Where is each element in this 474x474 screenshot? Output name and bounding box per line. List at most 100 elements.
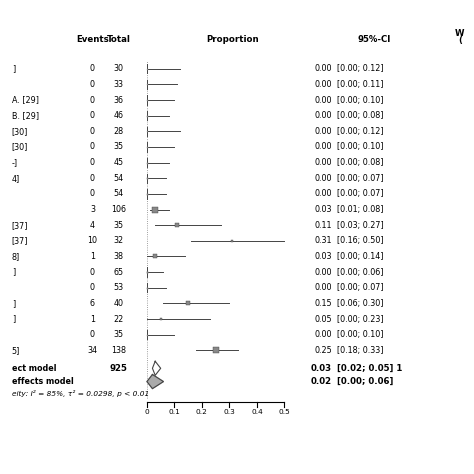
- Text: 106: 106: [111, 205, 126, 214]
- Text: [0.00; 0.10]: [0.00; 0.10]: [337, 96, 383, 104]
- Text: B. [29]: B. [29]: [12, 111, 39, 120]
- Text: 54: 54: [113, 190, 124, 198]
- Text: 0: 0: [90, 143, 95, 151]
- Text: 0.31: 0.31: [314, 237, 332, 245]
- Text: 8]: 8]: [12, 252, 20, 261]
- Text: 6: 6: [90, 299, 95, 308]
- Text: 0.25: 0.25: [314, 346, 332, 355]
- Text: 54: 54: [113, 174, 124, 182]
- Text: [37]: [37]: [12, 221, 28, 229]
- Text: 0.00: 0.00: [314, 127, 332, 136]
- Text: 0.00: 0.00: [314, 174, 332, 182]
- Text: ]: ]: [12, 64, 15, 73]
- Text: [0.16; 0.50]: [0.16; 0.50]: [337, 237, 383, 245]
- Text: -]: -]: [12, 158, 18, 167]
- Text: [0.01; 0.08]: [0.01; 0.08]: [337, 205, 383, 214]
- Text: ect model: ect model: [12, 364, 56, 373]
- Text: [0.00; 0.08]: [0.00; 0.08]: [337, 158, 383, 167]
- Text: 0: 0: [90, 190, 95, 198]
- Text: 34: 34: [87, 346, 98, 355]
- Polygon shape: [147, 374, 164, 389]
- Text: 30: 30: [113, 64, 124, 73]
- Text: 0.00: 0.00: [314, 143, 332, 151]
- Text: 3: 3: [90, 205, 95, 214]
- Text: 0.00: 0.00: [314, 158, 332, 167]
- Text: 0.03: 0.03: [314, 205, 332, 214]
- Text: W: W: [455, 29, 465, 38]
- Text: (: (: [458, 36, 462, 45]
- Text: 0.00: 0.00: [314, 111, 332, 120]
- Text: [0.00; 0.14]: [0.00; 0.14]: [337, 252, 383, 261]
- Text: 0.03: 0.03: [314, 252, 332, 261]
- Text: [0.00; 0.06]: [0.00; 0.06]: [337, 268, 383, 276]
- Text: 0.11: 0.11: [314, 221, 332, 229]
- Text: 65: 65: [113, 268, 124, 276]
- Text: 0.5: 0.5: [279, 409, 290, 415]
- Text: 0.00: 0.00: [314, 190, 332, 198]
- Text: ]: ]: [12, 299, 15, 308]
- Text: ]: ]: [12, 315, 15, 323]
- Text: 0: 0: [90, 96, 95, 104]
- Text: 0.4: 0.4: [251, 409, 263, 415]
- Text: 38: 38: [113, 252, 124, 261]
- Text: effects model: effects model: [12, 377, 73, 386]
- Text: 0: 0: [145, 409, 149, 415]
- Text: Proportion: Proportion: [206, 35, 259, 44]
- Text: [37]: [37]: [12, 237, 28, 245]
- Text: 0: 0: [90, 158, 95, 167]
- Polygon shape: [153, 361, 161, 375]
- Text: 0: 0: [90, 283, 95, 292]
- Text: 45: 45: [113, 158, 124, 167]
- Text: 0.05: 0.05: [314, 315, 332, 323]
- Text: 35: 35: [113, 143, 124, 151]
- Text: [0.00; 0.07]: [0.00; 0.07]: [337, 174, 383, 182]
- Text: [0.06; 0.30]: [0.06; 0.30]: [337, 299, 383, 308]
- Text: 0.03: 0.03: [310, 364, 332, 373]
- Text: Events: Events: [76, 35, 109, 44]
- Text: eity: I² = 85%, τ² = 0.0298, p < 0.01: eity: I² = 85%, τ² = 0.0298, p < 0.01: [12, 390, 149, 397]
- Text: 925: 925: [109, 364, 128, 373]
- Text: 0.1: 0.1: [168, 409, 181, 415]
- Text: 4]: 4]: [12, 174, 20, 182]
- Text: A. [29]: A. [29]: [12, 96, 39, 104]
- Text: 33: 33: [113, 80, 124, 89]
- Text: 95%-CI: 95%-CI: [358, 35, 391, 44]
- Text: 4: 4: [90, 221, 95, 229]
- Text: 0.00: 0.00: [314, 268, 332, 276]
- Text: 0.00: 0.00: [314, 283, 332, 292]
- Text: 0.00: 0.00: [314, 96, 332, 104]
- Text: 5]: 5]: [12, 346, 20, 355]
- Text: [0.00; 0.23]: [0.00; 0.23]: [337, 315, 383, 323]
- Text: 0.02: 0.02: [310, 377, 332, 386]
- Text: 32: 32: [113, 237, 124, 245]
- Text: 35: 35: [113, 330, 124, 339]
- Text: 0: 0: [90, 268, 95, 276]
- Text: [0.00; 0.11]: [0.00; 0.11]: [337, 80, 383, 89]
- Text: 0.00: 0.00: [314, 64, 332, 73]
- Text: [30]: [30]: [12, 127, 28, 136]
- Text: [0.00; 0.10]: [0.00; 0.10]: [337, 143, 383, 151]
- Text: 28: 28: [113, 127, 124, 136]
- Text: [0.00; 0.08]: [0.00; 0.08]: [337, 111, 383, 120]
- Text: 138: 138: [111, 346, 126, 355]
- Text: 22: 22: [113, 315, 124, 323]
- Text: [0.00; 0.06]: [0.00; 0.06]: [337, 377, 393, 386]
- Text: 0: 0: [90, 174, 95, 182]
- Text: 0.15: 0.15: [314, 299, 332, 308]
- Text: [0.00; 0.12]: [0.00; 0.12]: [337, 64, 383, 73]
- Text: 36: 36: [113, 96, 124, 104]
- Text: [0.03; 0.27]: [0.03; 0.27]: [337, 221, 383, 229]
- Text: 0.00: 0.00: [314, 330, 332, 339]
- Text: 1: 1: [90, 252, 95, 261]
- Text: 0: 0: [90, 111, 95, 120]
- Text: [0.18; 0.33]: [0.18; 0.33]: [337, 346, 383, 355]
- Text: 35: 35: [113, 221, 124, 229]
- Text: 0: 0: [90, 127, 95, 136]
- Text: 0: 0: [90, 330, 95, 339]
- Text: 0: 0: [90, 64, 95, 73]
- Text: 40: 40: [113, 299, 124, 308]
- Text: 1: 1: [90, 315, 95, 323]
- Text: [0.00; 0.07]: [0.00; 0.07]: [337, 283, 383, 292]
- Text: 0.00: 0.00: [314, 80, 332, 89]
- Text: 0.2: 0.2: [196, 409, 208, 415]
